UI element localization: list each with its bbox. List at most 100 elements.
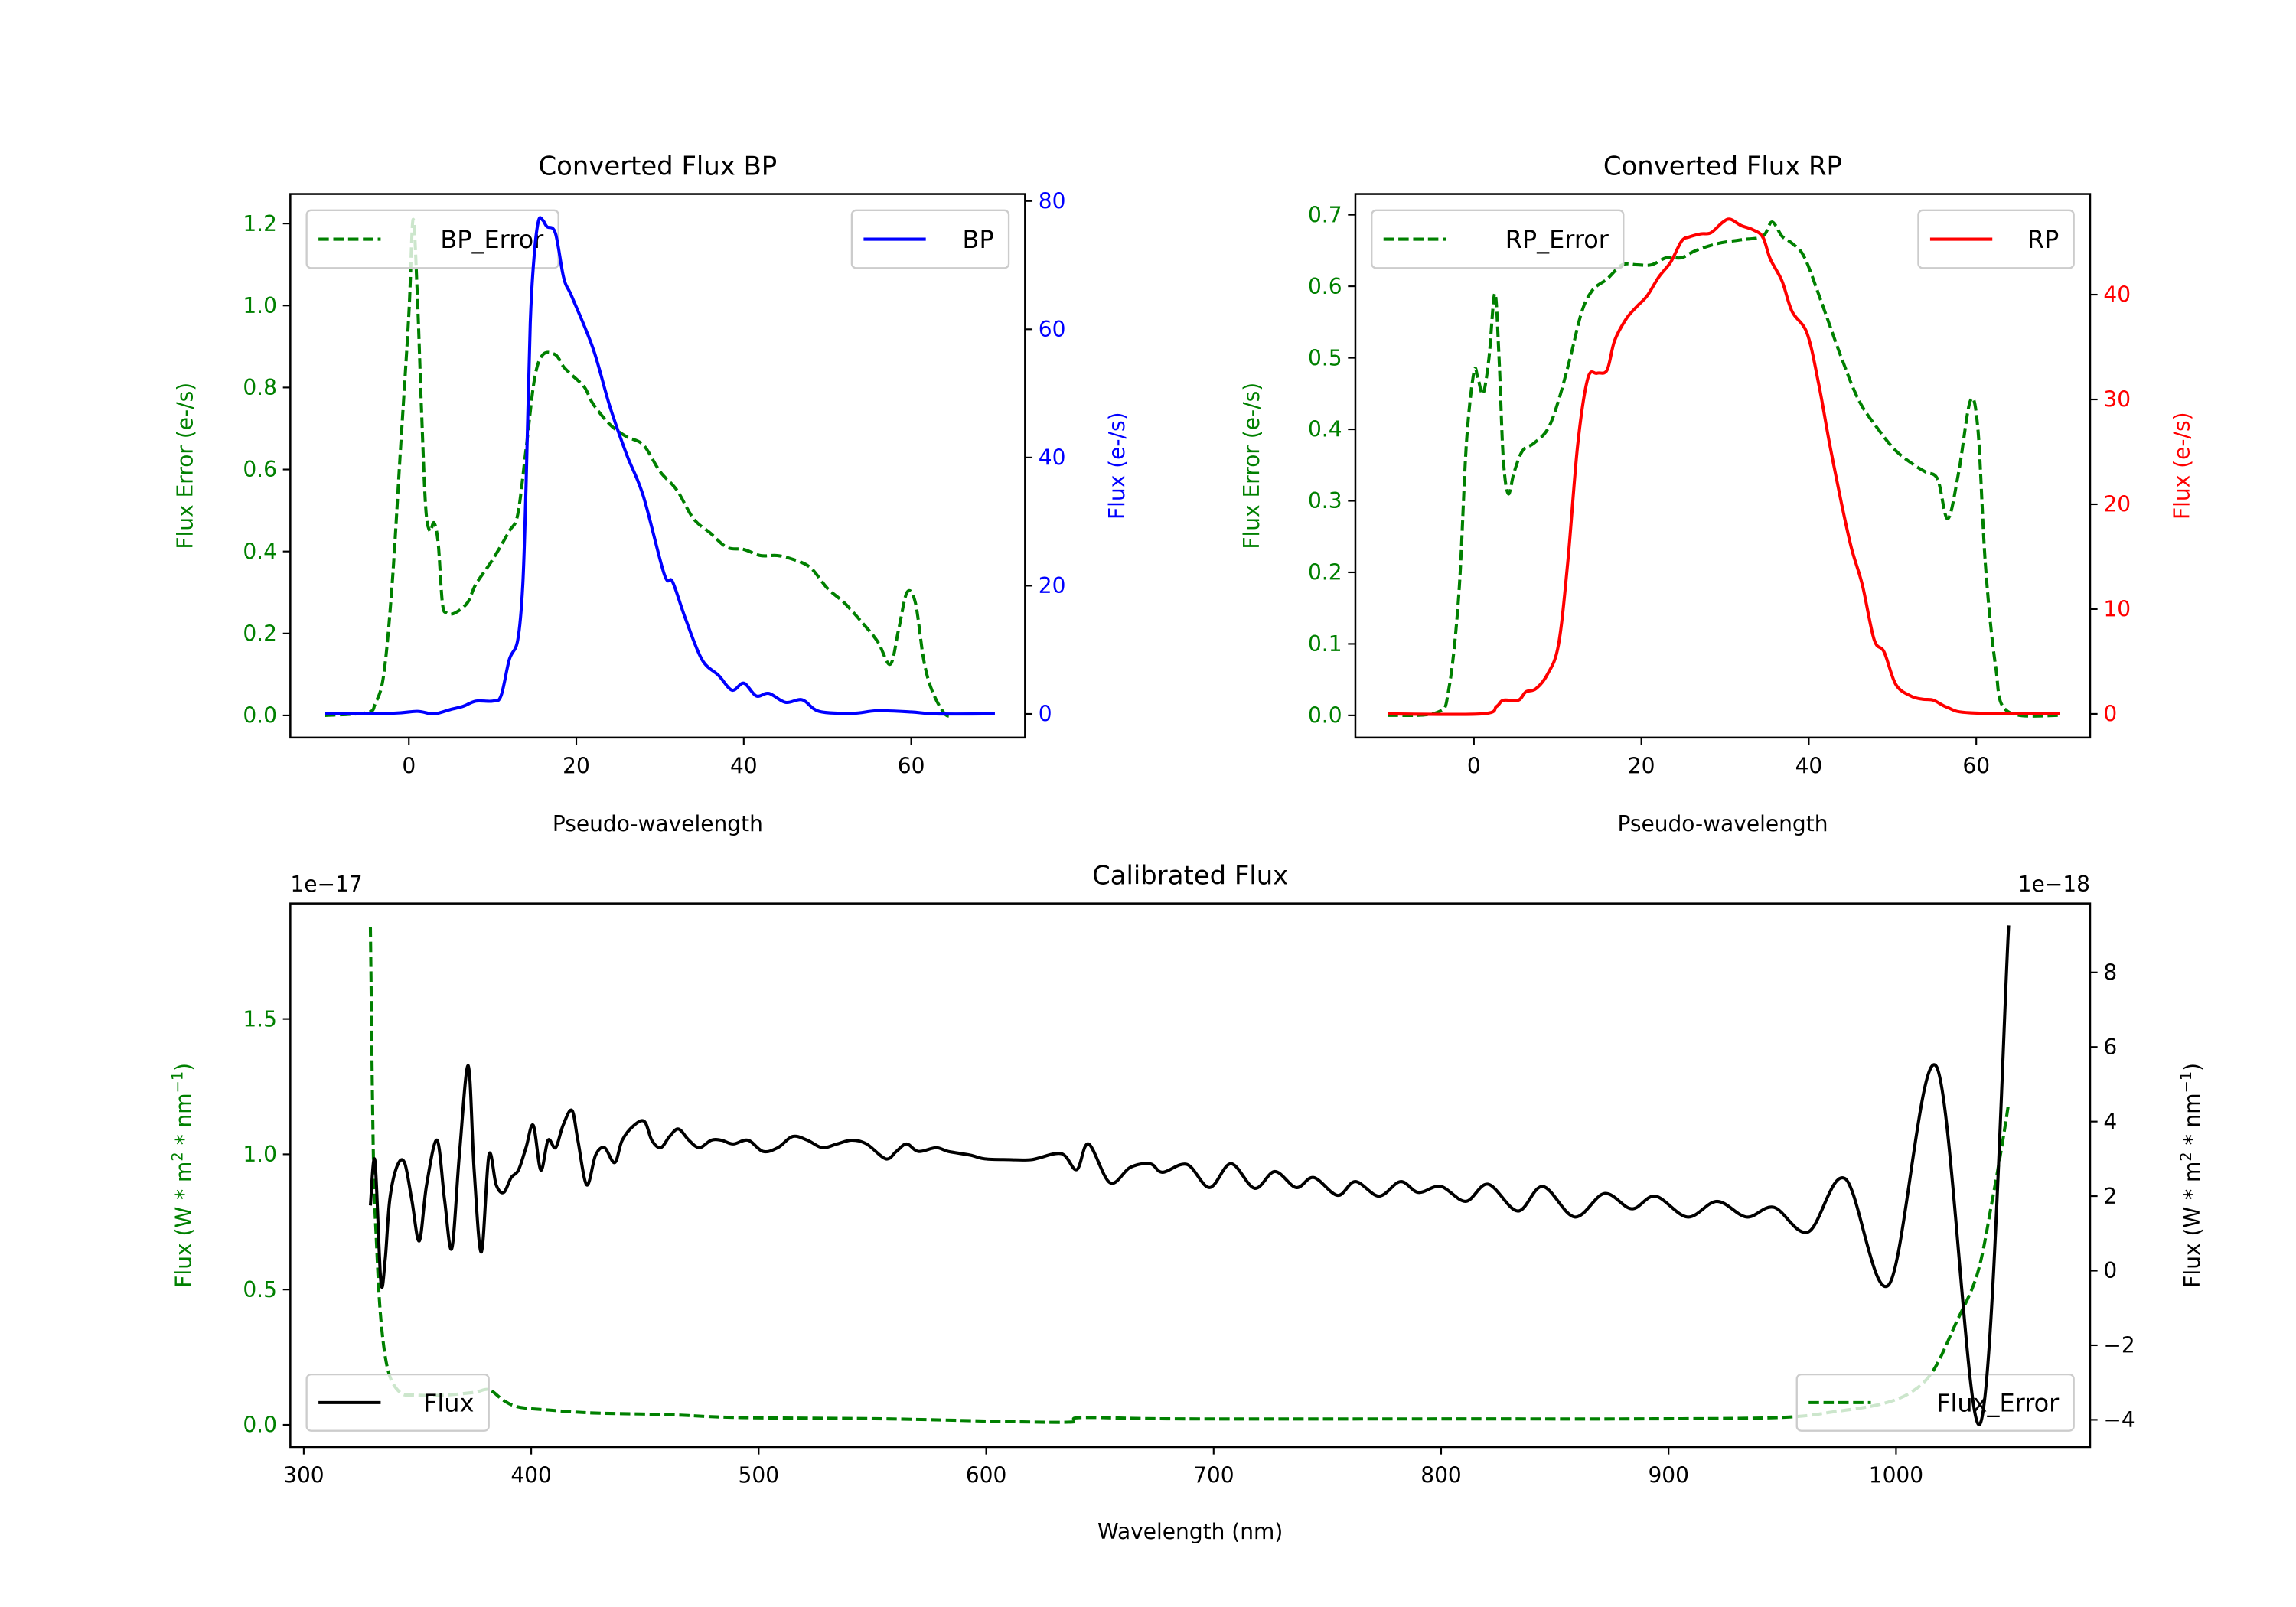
subplot-1: RP_Error RP 0 20 40 60 0.0 0.1 0.2 0.3 0.4 0.5 0.6 0.… xyxy=(1308,151,2131,836)
x-tick-label: 40 xyxy=(730,753,758,778)
series-line-bp xyxy=(325,216,995,716)
x-tick-label: 500 xyxy=(739,1462,780,1488)
y-right-tick-label: 0 xyxy=(2103,1258,2117,1283)
legend-label: Flux xyxy=(423,1389,474,1418)
y-right-axis-label: Flux (e-/s) xyxy=(1104,412,1130,520)
y-right-tick-label: 8 xyxy=(2103,960,2117,985)
legend-frame xyxy=(305,1373,490,1432)
legend-flux: Flux xyxy=(305,1373,490,1432)
legend-label: BP xyxy=(963,225,994,254)
y-left-axis-label-part: −1 xyxy=(168,1071,186,1094)
x-tick-label: 1000 xyxy=(1869,1462,1923,1488)
y-right-tick-label: 2 xyxy=(2103,1184,2117,1209)
y-right-axis-label-part: Flux (e-/s) xyxy=(1104,412,1130,520)
y-right-tick-label: 20 xyxy=(2103,492,2131,517)
y-left-tick-label: 0.6 xyxy=(243,457,277,482)
y-left-axis-label-part: 2 xyxy=(168,1152,186,1161)
y-right-tick-label: −2 xyxy=(2103,1333,2135,1358)
y-left-tick-label: 1.5 xyxy=(243,1006,277,1032)
legend-label: RP xyxy=(2027,225,2059,254)
x-axis-label: Pseudo-wavelength xyxy=(1617,811,1828,836)
y-right-axis-label: Flux (W * m2 * nm−1) xyxy=(2177,1063,2206,1288)
y-right-tick-label: 40 xyxy=(1039,445,1066,471)
y-left-tick-label: 1.2 xyxy=(243,211,277,236)
y-right-tick-label: 10 xyxy=(2103,597,2131,622)
y-left-axis-label: Flux Error (e-/s) xyxy=(173,383,198,549)
legend-rp-error: RP_Error xyxy=(1371,209,1625,269)
y-right-tick-label: 4 xyxy=(2103,1109,2117,1134)
y-right-tick-label: 6 xyxy=(2103,1035,2117,1060)
legend-bp: BP xyxy=(850,209,1010,269)
y-right-axis-label-part: * nm xyxy=(2180,1093,2205,1152)
x-tick-label: 60 xyxy=(898,753,925,778)
legend-frame xyxy=(1371,209,1625,269)
legend-frame xyxy=(1917,209,2075,269)
y-right-tick-label: 0 xyxy=(1039,702,1052,727)
y-left-tick-label: 0.5 xyxy=(1308,345,1342,370)
axes-frame xyxy=(289,902,2092,1449)
x-tick-label: 300 xyxy=(283,1462,325,1488)
y-right-axis-label-part: 2 xyxy=(2177,1152,2195,1161)
y-left-tick-label: 0.2 xyxy=(1308,560,1342,585)
y-left-axis-label: Flux (W * m2 * nm−1) xyxy=(168,1063,197,1288)
y-left-axis-label-part: * nm xyxy=(171,1093,197,1152)
legend-label: Flux_Error xyxy=(1936,1389,2060,1418)
series-line-rp-error xyxy=(1388,220,2060,718)
y-right-axis-label: Flux (e-/s) xyxy=(2170,412,2195,520)
y-left-tick-label: 0.5 xyxy=(243,1277,277,1302)
y-left-tick-label: 0.4 xyxy=(243,539,277,564)
y-left-tick-label: 0.8 xyxy=(243,375,277,400)
series-line-rp xyxy=(1388,217,2060,716)
y-right-axis-label-part: Flux (W * m xyxy=(2180,1162,2205,1288)
y-left-offset-text: 1e−17 xyxy=(290,872,362,897)
y-right-tick-label: 30 xyxy=(2103,387,2131,412)
legend-frame xyxy=(1795,1373,2075,1432)
legend-rp: RP xyxy=(1917,209,2075,269)
y-right-tick-label: 20 xyxy=(1039,573,1066,598)
y-left-tick-label: 0.2 xyxy=(243,621,277,646)
x-tick-label: 0 xyxy=(1467,753,1481,778)
x-tick-label: 60 xyxy=(1962,753,1990,778)
legend-label: BP_Error xyxy=(440,225,544,254)
legend-bp-error: BP_Error xyxy=(305,209,559,269)
x-tick-label: 600 xyxy=(966,1462,1007,1488)
x-tick-label: 40 xyxy=(1795,753,1823,778)
y-left-axis-label-part: Flux Error (e-/s) xyxy=(1239,383,1264,549)
series-line-flux xyxy=(368,925,2011,1426)
y-right-tick-label: −4 xyxy=(2103,1407,2135,1433)
y-left-axis-label-part: ) xyxy=(171,1063,197,1071)
y-right-tick-label: 80 xyxy=(1039,188,1066,214)
subplot-title: Converted Flux RP xyxy=(1603,151,1842,181)
x-tick-label: 700 xyxy=(1193,1462,1234,1488)
subplot-title: Calibrated Flux xyxy=(1092,860,1288,890)
y-left-tick-label: 0.6 xyxy=(1308,274,1342,299)
legend-label: RP_Error xyxy=(1505,225,1609,254)
y-right-axis-label-part: Flux (e-/s) xyxy=(2170,412,2195,520)
y-left-tick-label: 1.0 xyxy=(243,293,277,318)
axes-frame xyxy=(289,193,1026,739)
legend-flux-error: Flux_Error xyxy=(1795,1373,2075,1432)
x-tick-label: 400 xyxy=(510,1462,552,1488)
x-tick-label: 900 xyxy=(1648,1462,1689,1488)
y-left-tick-label: 0.1 xyxy=(1308,631,1342,657)
y-left-axis-label: Flux Error (e-/s) xyxy=(1239,383,1264,549)
y-right-tick-label: 40 xyxy=(2103,282,2131,308)
y-right-axis-label-part: −1 xyxy=(2177,1071,2195,1094)
x-tick-label: 20 xyxy=(1628,753,1655,778)
y-right-tick-label: 60 xyxy=(1039,317,1066,342)
axes-frame xyxy=(1354,193,2092,739)
y-left-tick-label: 0.7 xyxy=(1308,202,1342,227)
y-left-tick-label: 1.0 xyxy=(243,1142,277,1167)
subplot-2: Flux Flux_Error 300 400 500 600 700 800 900 1000 0… xyxy=(243,860,2135,1543)
y-right-tick-label: 0 xyxy=(2103,702,2117,727)
subplot-title: Converted Flux BP xyxy=(538,151,777,181)
x-tick-label: 0 xyxy=(402,753,416,778)
x-tick-label: 20 xyxy=(563,753,590,778)
x-tick-label: 800 xyxy=(1420,1462,1462,1488)
y-left-tick-label: 0.0 xyxy=(1308,703,1342,729)
legend-frame xyxy=(850,209,1010,269)
y-left-axis-label-part: Flux Error (e-/s) xyxy=(173,383,198,549)
y-left-tick-label: 0.4 xyxy=(1308,417,1342,442)
y-left-axis-label-part: Flux (W * m xyxy=(171,1162,197,1288)
